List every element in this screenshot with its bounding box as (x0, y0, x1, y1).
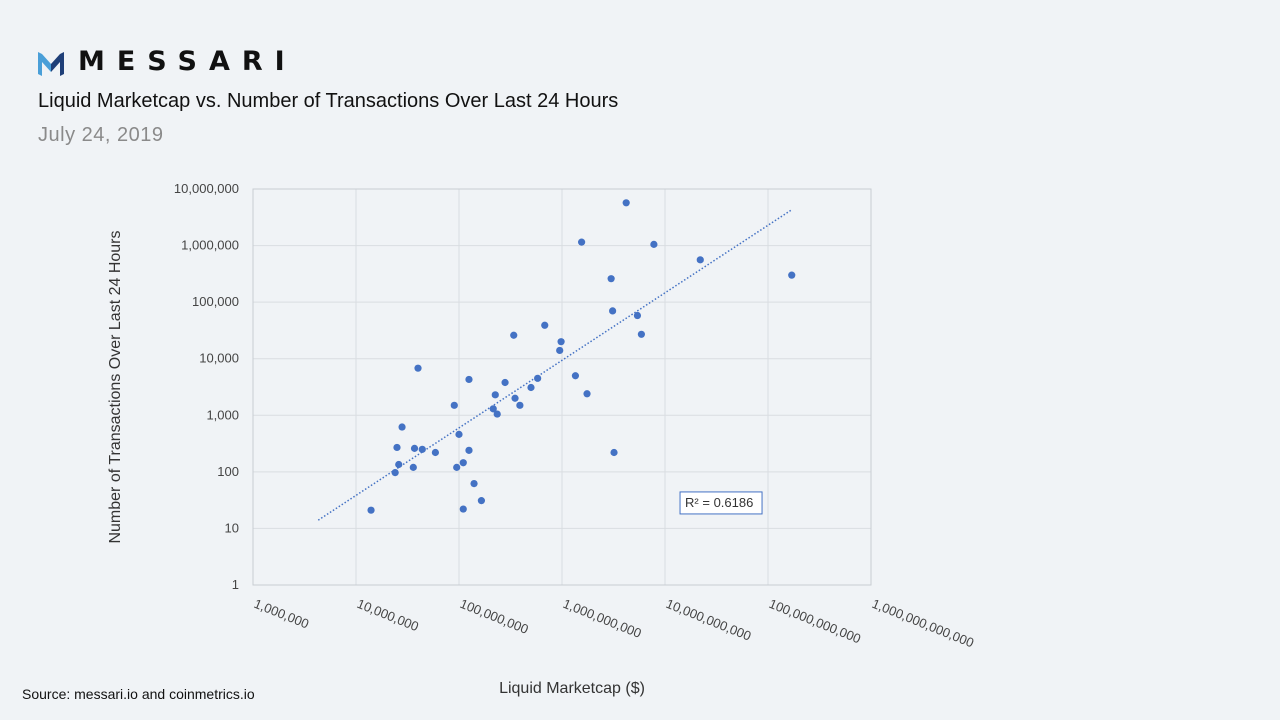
scatter-point (431, 448, 439, 457)
source-note: Source: messari.io and coinmetrics.io (22, 686, 255, 702)
scatter-point (459, 505, 467, 513)
scatter-point (465, 446, 473, 454)
scatter-point (459, 459, 467, 467)
scatter-point (622, 199, 630, 207)
plot-area-border (252, 188, 872, 586)
y-tick-label: 100,000 (192, 294, 239, 309)
scatter-point (510, 331, 518, 339)
scatter-point (650, 240, 658, 248)
x-tick-label: 1,000,000,000 (561, 596, 644, 641)
scatter-point (610, 448, 618, 457)
scatter-point (367, 506, 375, 514)
scatter-point (453, 463, 461, 471)
x-tick-label: 10,000,000 (355, 596, 421, 634)
messari-logo-icon (38, 51, 64, 76)
scatter-point (534, 374, 542, 382)
y-tick-label: 10,000 (199, 351, 239, 366)
scatter-point (516, 401, 524, 409)
y-axis-ticks: 10,000,000 1,000,000 100,000 10,000 1,000 100… (174, 181, 239, 592)
y-tick-label: 1,000 (206, 407, 239, 422)
scatter-point (414, 364, 422, 372)
chart-grid (252, 188, 872, 586)
scatter-point (633, 311, 642, 320)
scatter-point (409, 463, 417, 471)
scatter-point (501, 378, 509, 387)
scatter-point (491, 391, 499, 399)
x-tick-label: 10,000,000,000 (664, 596, 753, 644)
scatter-point (489, 405, 497, 413)
brand-logo: MESSARI (38, 46, 297, 77)
brand-name: MESSARI (78, 46, 297, 77)
scatter-point (477, 497, 486, 505)
scatter-point (578, 238, 586, 246)
y-tick-label: 1 (232, 577, 239, 592)
scatter-point (637, 330, 645, 338)
scatter-point (455, 430, 463, 438)
scatter-point (607, 275, 615, 283)
scatter-point (493, 410, 501, 418)
y-tick-label: 10 (225, 520, 239, 535)
y-tick-label: 1,000,000 (181, 238, 239, 253)
x-tick-label: 1,000,000,000,000 (870, 596, 976, 651)
chart-title: Liquid Marketcap vs. Number of Transacti… (38, 90, 619, 112)
scatter-point (511, 394, 519, 402)
scatter-point (609, 307, 617, 315)
r-squared-label: R² = 0.6186 (685, 495, 753, 510)
scatter-point (788, 271, 796, 279)
scatter-point (398, 423, 406, 431)
trendline (317, 209, 793, 521)
y-tick-label: 100 (217, 464, 239, 479)
scatter-point (470, 480, 478, 488)
scatter-point (395, 460, 403, 469)
y-tick-label: 10,000,000 (174, 181, 239, 196)
r-squared-box: R² = 0.6186 (679, 491, 763, 515)
scatter-point (571, 372, 580, 380)
scatter-point (418, 445, 426, 453)
x-axis-ticks: 1,000,000 10,000,000 100,000,000 1,000,000,… (252, 596, 976, 651)
scatter-point (527, 383, 535, 392)
scatter-point (583, 390, 591, 398)
scatter-point (391, 469, 399, 477)
chart-date: July 24, 2019 (38, 124, 164, 146)
y-axis-label: Number of Transactions Over Last 24 Hour… (107, 230, 124, 543)
scatter-point (541, 321, 549, 329)
scatter-point (465, 375, 473, 384)
scatter-point (696, 256, 704, 264)
x-axis-label: Liquid Marketcap ($) (499, 680, 645, 697)
scatter-point (557, 338, 565, 346)
x-tick-label: 100,000,000 (458, 596, 531, 637)
x-tick-label: 100,000,000,000 (767, 596, 863, 646)
scatter-point (450, 401, 458, 409)
scatter-point (410, 444, 419, 452)
data-points (367, 199, 796, 514)
scatter-point (556, 346, 564, 355)
x-tick-label: 1,000,000 (252, 596, 311, 632)
scatter-point (393, 443, 401, 452)
